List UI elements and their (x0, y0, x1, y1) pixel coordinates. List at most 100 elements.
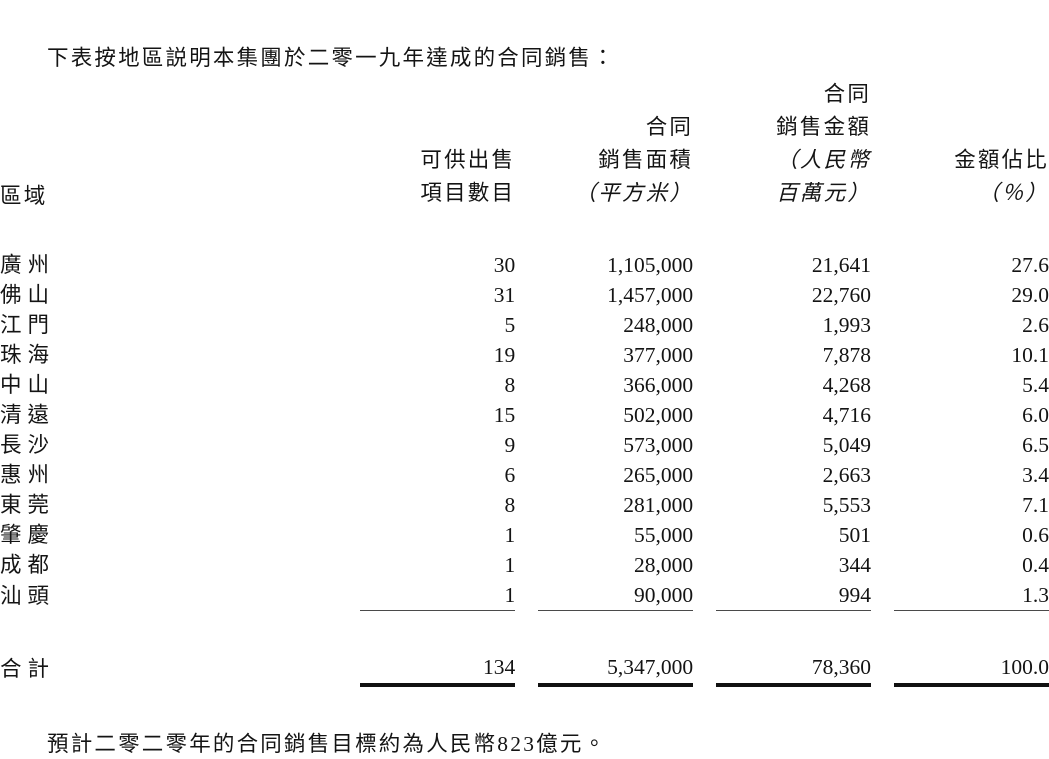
row-area-value: 502,000 (623, 403, 694, 427)
row-area-value: 248,000 (623, 313, 694, 337)
intro-paragraph: 下表按地區説明本集團於二零一九年達成的合同銷售： (47, 45, 616, 70)
row-area-value: 366,000 (623, 373, 694, 397)
row-area-value: 573,000 (623, 433, 694, 457)
row-share-value: 6.5 (1022, 433, 1049, 457)
contracted-sales-table: 區域 可供出售 項目數目 合同 銷售面積 （平方米） 合同 銷 (0, 78, 1049, 697)
row-gap-2 (693, 520, 716, 550)
row-gap-2 (693, 310, 716, 340)
header-col-amount-line1: 合同 (823, 82, 872, 106)
header-col-share-line2: 金額佔比 (954, 148, 1049, 172)
rule-share (893, 610, 1049, 625)
table-row: 佛山 31 1,457,000 22,760 29.0 (0, 280, 1049, 310)
table-footer: 合計 134 5,347,000 78,360 100.0 (0, 610, 1049, 697)
row-gap-2 (693, 250, 716, 280)
row-share-value: 27.6 (1011, 253, 1049, 277)
row-gap-3 (871, 520, 894, 550)
row-amount-value: 2,663 (822, 463, 872, 487)
total-rule-spacer-label (0, 685, 360, 697)
row-area-value: 55,000 (634, 523, 694, 547)
total-gap-row (0, 625, 1049, 651)
total-rule-row (0, 683, 1049, 697)
header-row: 區域 可供出售 項目數目 合同 銷售面積 （平方米） 合同 銷 (0, 78, 1049, 210)
row-area-value: 1,105,000 (607, 253, 694, 277)
row-share-value: 0.4 (1022, 553, 1049, 577)
total-row: 合計 134 5,347,000 78,360 100.0 (0, 651, 1049, 685)
header-gap-2 (693, 78, 716, 210)
table-row: 廣州 30 1,105,000 21,641 27.6 (0, 250, 1049, 280)
rule-gap-2 (693, 611, 716, 626)
row-gap-1 (515, 370, 538, 400)
header-col-amount-unit1: （人民幣 (776, 148, 872, 172)
total-rule-area (537, 683, 694, 697)
row-region-label: 肇慶 (0, 523, 56, 547)
row-projects-value: 19 (493, 343, 516, 367)
header-spacer-row (0, 210, 1049, 250)
total-share: 100.0 (1000, 655, 1049, 679)
row-projects-value: 8 (504, 373, 516, 397)
header-col-amount-line2: 銷售金額 (776, 115, 872, 139)
total-amount: 78,360 (811, 655, 872, 679)
header-col-share: 金額佔比 （％） (894, 78, 1049, 210)
row-gap-3 (871, 580, 894, 611)
header-gap-1 (515, 78, 538, 210)
table-row: 東莞 8 281,000 5,553 7.1 (0, 490, 1049, 520)
row-gap-2 (693, 280, 716, 310)
table-row: 珠海 19 377,000 7,878 10.1 (0, 340, 1049, 370)
header-col-area-line2: 銷售面積 (598, 148, 694, 172)
total-gap-1 (515, 651, 538, 685)
row-region-label: 珠海 (0, 343, 56, 367)
rule-spacer-label (0, 611, 360, 626)
row-gap-3 (871, 370, 894, 400)
row-projects-value: 31 (493, 283, 516, 307)
total-rule-share (893, 683, 1049, 697)
header-col-area-unit2: （平方米） (574, 181, 694, 205)
header-col-area: 合同 銷售面積 （平方米） (538, 78, 693, 210)
header-col-amount: 合同 銷售金額 （人民幣 百萬元） (716, 78, 871, 210)
row-share-value: 6.0 (1022, 403, 1049, 427)
row-projects-value: 9 (504, 433, 516, 457)
header-col-share-unit2: （％） (977, 181, 1049, 205)
total-rule-amount (715, 683, 872, 697)
row-amount-value: 4,268 (822, 373, 872, 397)
row-gap-2 (693, 400, 716, 430)
row-share-value: 5.4 (1022, 373, 1049, 397)
row-region-label: 清遠 (0, 403, 56, 427)
row-area-value: 377,000 (623, 343, 694, 367)
row-projects-value: 6 (504, 463, 516, 487)
row-gap-3 (871, 400, 894, 430)
table-row: 惠州 6 265,000 2,663 3.4 (0, 460, 1049, 490)
row-projects-value: 1 (504, 553, 516, 577)
row-area-value: 28,000 (634, 553, 694, 577)
row-amount-value: 501 (838, 523, 872, 547)
row-gap-1 (515, 340, 538, 370)
row-gap-3 (871, 280, 894, 310)
row-gap-1 (515, 430, 538, 460)
table-row: 清遠 15 502,000 4,716 6.0 (0, 400, 1049, 430)
row-amount-value: 22,760 (811, 283, 872, 307)
row-gap-1 (515, 280, 538, 310)
row-amount-value: 5,049 (822, 433, 872, 457)
row-gap-2 (693, 550, 716, 580)
row-share-value: 0.6 (1022, 523, 1049, 547)
total-projects: 134 (482, 655, 516, 679)
row-share-value: 10.1 (1011, 343, 1049, 367)
table-header: 區域 可供出售 項目數目 合同 銷售面積 （平方米） 合同 銷 (0, 78, 1049, 250)
row-amount-value: 1,993 (822, 313, 872, 337)
header-col-projects: 可供出售 項目數目 (360, 78, 515, 210)
row-amount-value: 5,553 (822, 493, 872, 517)
row-gap-1 (515, 400, 538, 430)
header-col-projects-line2: 項目數目 (420, 181, 516, 205)
header-col-amount-unit2: 百萬元） (776, 181, 872, 205)
row-region-label: 汕頭 (0, 583, 56, 608)
total-area: 5,347,000 (607, 655, 694, 679)
row-share-value: 29.0 (1011, 283, 1049, 307)
row-gap-1 (515, 490, 538, 520)
total-gap-2 (693, 651, 716, 685)
row-projects-value: 15 (493, 403, 516, 427)
row-gap-3 (871, 430, 894, 460)
row-area-value: 90,000 (634, 583, 694, 607)
table-body: 廣州 30 1,105,000 21,641 27.6 佛山 31 1,457,000 22,7… (0, 250, 1049, 611)
table-row: 中山 8 366,000 4,268 5.4 (0, 370, 1049, 400)
row-gap-1 (515, 550, 538, 580)
